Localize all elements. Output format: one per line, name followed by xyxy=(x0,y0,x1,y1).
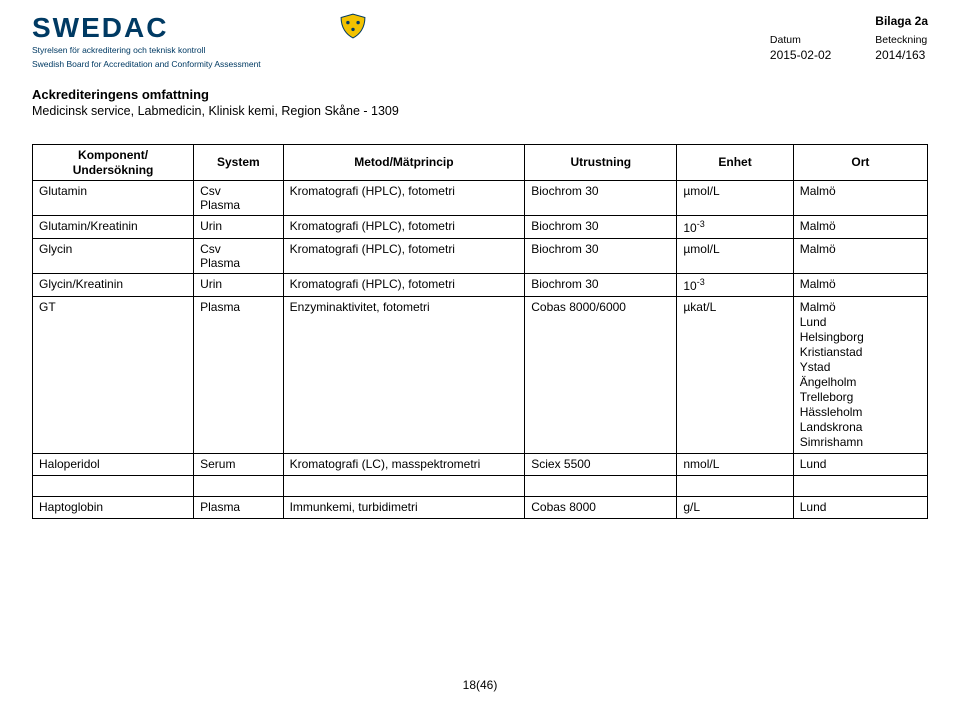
table-cell-met: Kromatografi (LC), masspektrometri xyxy=(283,454,525,476)
table-row: Glutamin/KreatininUrinKromatografi (HPLC… xyxy=(33,216,928,239)
table-cell-sys: Plasma xyxy=(194,497,284,519)
table-cell-enh: µkat/L xyxy=(677,297,793,454)
logo: SWEDAC Styrelsen för ackreditering och t… xyxy=(32,14,332,69)
doc-meta: Datum 2015-02-02 Bilaga 2a Beteckning 20… xyxy=(770,14,928,62)
col-ort: Ort xyxy=(793,145,927,181)
page-subheading: Medicinsk service, Labmedicin, Klinisk k… xyxy=(32,104,928,118)
table-cell-sys: Urin xyxy=(194,274,284,297)
table-cell-met: Kromatografi (HPLC), fotometri xyxy=(283,216,525,239)
col-komponent: Komponent/Undersökning xyxy=(33,145,194,181)
table-cell-sys: Plasma xyxy=(194,297,284,454)
table-cell-komp: Haptoglobin xyxy=(33,497,194,519)
table-row: GTPlasmaEnzyminaktivitet, fotometriCobas… xyxy=(33,297,928,454)
table-row: Glycin/KreatininUrinKromatografi (HPLC),… xyxy=(33,274,928,297)
table-cell-met: Kromatografi (HPLC), fotometri xyxy=(283,239,525,274)
table-cell-enh: 10-3 xyxy=(677,274,793,297)
table-cell-utr: Cobas 8000 xyxy=(525,497,677,519)
table-cell-utr: Biochrom 30 xyxy=(525,239,677,274)
table-cell-ort: MalmöLundHelsingborgKristianstadYstadÄng… xyxy=(793,297,927,454)
table-row: GlutaminCsvPlasmaKromatografi (HPLC), fo… xyxy=(33,181,928,216)
table-cell-spacer xyxy=(677,476,793,497)
data-table: Komponent/Undersökning System Metod/Mätp… xyxy=(32,144,928,519)
table-row: HaptoglobinPlasmaImmunkemi, turbidimetri… xyxy=(33,497,928,519)
table-cell-spacer xyxy=(194,476,284,497)
table-row: GlycinCsvPlasmaKromatografi (HPLC), foto… xyxy=(33,239,928,274)
datum-label: Datum xyxy=(770,34,831,46)
logo-name: SWEDAC xyxy=(32,14,332,42)
table-cell-spacer xyxy=(793,476,927,497)
table-cell-enh: µmol/L xyxy=(677,181,793,216)
table-cell-utr: Biochrom 30 xyxy=(525,274,677,297)
table-cell-komp: Glutamin xyxy=(33,181,194,216)
table-cell-enh: nmol/L xyxy=(677,454,793,476)
page-heading: Ackrediteringens omfattning xyxy=(32,87,928,102)
table-cell-ort: Malmö xyxy=(793,181,927,216)
col-system: System xyxy=(194,145,284,181)
logo-sub1: Styrelsen för ackreditering och teknisk … xyxy=(32,45,332,56)
table-cell-spacer xyxy=(525,476,677,497)
table-cell-utr: Sciex 5500 xyxy=(525,454,677,476)
table-cell-komp: Glutamin/Kreatinin xyxy=(33,216,194,239)
table-cell-met: Kromatografi (HPLC), fotometri xyxy=(283,181,525,216)
page-number: 18(46) xyxy=(0,678,960,692)
table-cell-enh: g/L xyxy=(677,497,793,519)
table-cell-utr: Cobas 8000/6000 xyxy=(525,297,677,454)
table-header-row: Komponent/Undersökning System Metod/Mätp… xyxy=(33,145,928,181)
table-cell-utr: Biochrom 30 xyxy=(525,181,677,216)
table-cell-ort: Malmö xyxy=(793,239,927,274)
datum-value: 2015-02-02 xyxy=(770,48,831,62)
logo-sub2: Swedish Board for Accreditation and Conf… xyxy=(32,59,332,70)
table-cell-spacer xyxy=(33,476,194,497)
table-cell-met: Enzyminaktivitet, fotometri xyxy=(283,297,525,454)
table-cell-enh: 10-3 xyxy=(677,216,793,239)
table-cell-ort: Lund xyxy=(793,454,927,476)
table-cell-ort: Malmö xyxy=(793,216,927,239)
table-cell-komp: Glycin/Kreatinin xyxy=(33,274,194,297)
logo-crest-icon xyxy=(336,12,370,40)
table-row: HaloperidolSerumKromatografi (LC), massp… xyxy=(33,454,928,476)
table-cell-sys: Serum xyxy=(194,454,284,476)
table-cell-enh: µmol/L xyxy=(677,239,793,274)
table-cell-met: Kromatografi (HPLC), fotometri xyxy=(283,274,525,297)
beteckning-value: 2014/163 xyxy=(875,48,928,62)
logo-name-text: SWEDAC xyxy=(32,12,168,43)
table-cell-komp: Haloperidol xyxy=(33,454,194,476)
table-cell-komp: Glycin xyxy=(33,239,194,274)
col-utrustning: Utrustning xyxy=(525,145,677,181)
table-cell-ort: Lund xyxy=(793,497,927,519)
table-cell-ort: Malmö xyxy=(793,274,927,297)
table-cell-sys: CsvPlasma xyxy=(194,181,284,216)
attachment-label: Bilaga 2a xyxy=(875,14,928,28)
beteckning-label: Beteckning xyxy=(875,34,928,46)
col-enhet: Enhet xyxy=(677,145,793,181)
table-cell-utr: Biochrom 30 xyxy=(525,216,677,239)
table-cell-spacer xyxy=(283,476,525,497)
table-cell-sys: CsvPlasma xyxy=(194,239,284,274)
col-metod: Metod/Mätprincip xyxy=(283,145,525,181)
table-row xyxy=(33,476,928,497)
table-cell-met: Immunkemi, turbidimetri xyxy=(283,497,525,519)
table-cell-sys: Urin xyxy=(194,216,284,239)
table-cell-komp: GT xyxy=(33,297,194,454)
